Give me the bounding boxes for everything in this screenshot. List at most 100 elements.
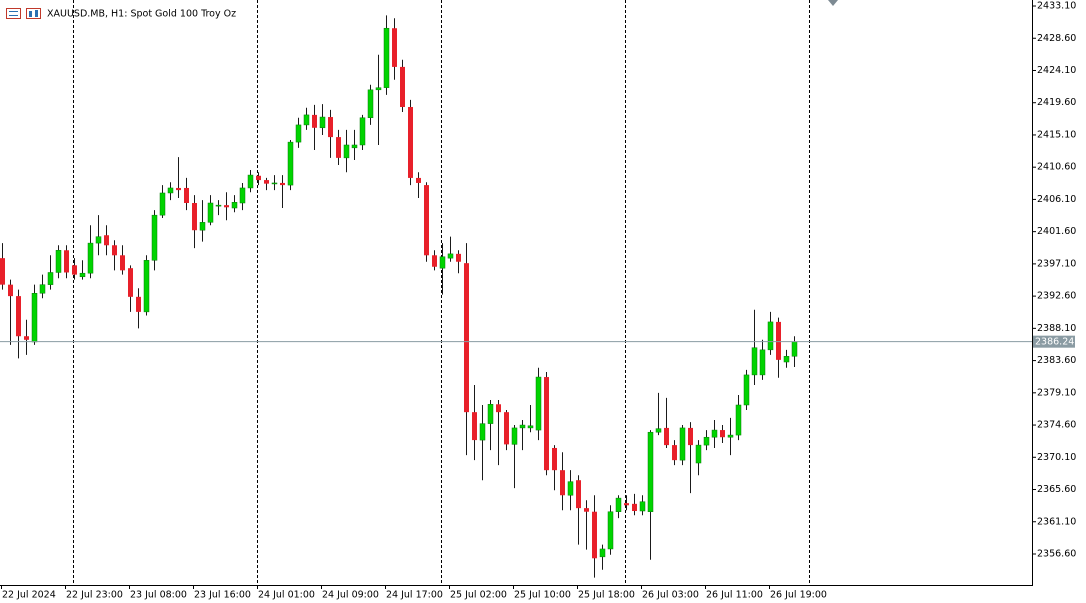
candle-body	[679, 427, 686, 461]
candle-body	[224, 205, 229, 208]
candle-body	[711, 429, 718, 438]
candle-body	[72, 265, 77, 275]
y-tick-label: 2415.10	[1037, 129, 1076, 140]
candle-body	[735, 404, 742, 436]
icon[interactable]	[6, 8, 21, 19]
candle-body	[447, 253, 454, 259]
candle-body	[439, 256, 446, 269]
y-tick-label: 2419.60	[1037, 97, 1076, 108]
candle-body	[647, 431, 654, 512]
candle-body	[303, 114, 310, 126]
candle-body	[743, 374, 750, 406]
candle-body	[655, 428, 662, 433]
candle-body	[400, 66, 405, 108]
candle-body	[624, 503, 629, 506]
candle-body	[192, 202, 197, 231]
candle-body	[424, 185, 429, 256]
candle-body	[783, 356, 790, 363]
candle-body	[727, 434, 734, 438]
candle-body	[607, 511, 614, 550]
candle-body	[143, 260, 150, 313]
candle-body	[159, 192, 166, 216]
candle-body	[504, 412, 509, 445]
x-tick-label: 26 Jul 03:00	[642, 590, 699, 601]
candle-body	[720, 430, 725, 438]
candle-body	[759, 349, 766, 376]
candle-body	[312, 114, 317, 128]
y-tick-label: 2361.10	[1037, 516, 1076, 527]
x-tick-label: 22 Jul 23:00	[66, 590, 123, 601]
candle-body	[552, 447, 557, 471]
candle-body	[151, 214, 158, 261]
candle-body	[472, 412, 477, 441]
candle-body	[767, 321, 774, 351]
y-tick-label: 2428.60	[1037, 33, 1076, 44]
y-tick-label: 2392.60	[1037, 291, 1076, 302]
candle-body	[664, 427, 669, 446]
candle-body	[544, 377, 549, 471]
y-tick-label: 2406.10	[1037, 194, 1076, 205]
candle-body	[55, 250, 62, 273]
x-tick-label: 22 Jul 2024	[2, 590, 56, 601]
candle-body	[632, 503, 637, 512]
candle-body	[592, 511, 597, 559]
candle-body	[167, 187, 174, 194]
candle-body	[215, 204, 222, 207]
y-tick-label: 2374.60	[1037, 420, 1076, 431]
candle-body	[599, 548, 606, 558]
y-tick-label: 2370.10	[1037, 452, 1076, 463]
candle-body	[39, 284, 46, 294]
x-tick-label: 23 Jul 16:00	[194, 590, 251, 601]
candle-body	[31, 293, 38, 343]
x-tick-label: 24 Jul 09:00	[322, 590, 379, 601]
candle-body	[351, 144, 358, 149]
x-tick-label: 23 Jul 08:00	[130, 590, 187, 601]
candle-body	[392, 28, 397, 67]
candle-body	[567, 481, 574, 496]
x-tick-label: 24 Jul 17:00	[386, 590, 443, 601]
candle-body	[511, 427, 518, 445]
candle-body	[295, 124, 302, 143]
candle-body	[560, 470, 565, 496]
x-tick-label: 26 Jul 11:00	[706, 590, 763, 601]
candle-body	[416, 177, 421, 183]
candle-body	[199, 222, 206, 231]
candle-body	[16, 296, 21, 337]
icon-bar	[29, 11, 32, 17]
candle-body	[456, 253, 461, 262]
candle-body	[776, 321, 781, 360]
icon[interactable]	[26, 8, 41, 19]
candle-body	[576, 480, 581, 509]
candle-body	[319, 116, 326, 129]
candle-body	[24, 336, 29, 340]
shift-marker[interactable]	[828, 0, 838, 6]
candle-body	[328, 117, 333, 138]
y-tick-label: 2365.60	[1037, 484, 1076, 495]
y-tick-label: 2410.60	[1037, 162, 1076, 173]
x-tick-label: 25 Jul 02:00	[450, 590, 507, 601]
candle-body	[367, 89, 374, 119]
y-tick-label: 2388.10	[1037, 323, 1076, 334]
y-tick-label: 2397.10	[1037, 258, 1076, 269]
x-tick-label: 24 Jul 01:00	[258, 590, 315, 601]
candle-body	[496, 404, 501, 413]
candle-body	[247, 174, 254, 189]
candle-body	[207, 202, 214, 223]
candle-body	[695, 444, 702, 464]
period-separators	[73, 0, 810, 585]
candle-body	[8, 284, 13, 297]
candle-body	[479, 423, 486, 441]
candle-body	[519, 424, 526, 429]
candle-body	[359, 117, 366, 146]
icon-bar	[35, 10, 38, 17]
chart-title: XAUUSD.MB, H1: Spot Gold 100 Troy Oz	[47, 9, 236, 20]
candle-body	[264, 180, 269, 184]
y-tick-label: 2433.10	[1037, 1, 1076, 12]
y-tick-label: 2424.10	[1037, 65, 1076, 76]
candle-body	[535, 376, 542, 431]
x-tick-label: 25 Jul 10:00	[514, 590, 571, 601]
candle-body	[336, 137, 341, 158]
candle-body	[271, 182, 278, 185]
candle-body	[639, 501, 646, 512]
